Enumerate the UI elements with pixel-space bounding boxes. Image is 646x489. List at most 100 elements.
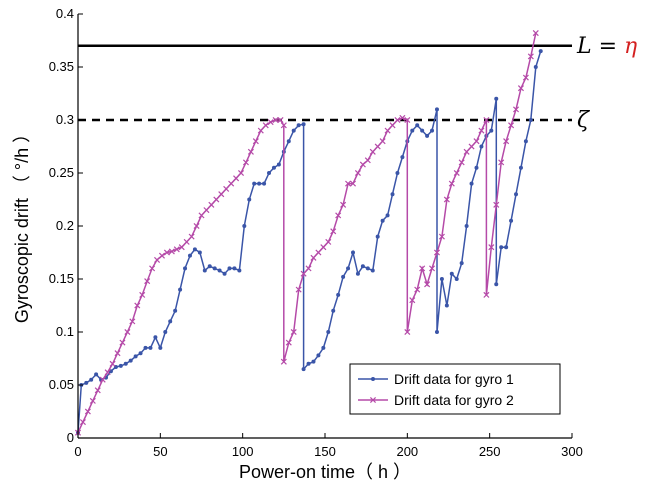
series-1-point: [316, 353, 321, 358]
series-1-point: [360, 264, 365, 269]
series-2-point: [109, 360, 116, 367]
series-1-point: [439, 277, 444, 281]
series-2-point: [237, 169, 245, 177]
series-1-point: [514, 192, 519, 197]
series-2-point: [359, 161, 366, 168]
series-2-point: [233, 175, 240, 182]
series-2-point: [158, 252, 166, 259]
series-2-point: [188, 233, 195, 240]
series-1-point: [291, 128, 296, 133]
series-1-point: [479, 144, 484, 149]
series-1-point: [133, 354, 138, 359]
series-2-point: [285, 339, 292, 346]
series-1-point: [415, 123, 420, 128]
series-2-point: [173, 246, 180, 253]
series-2-point: [404, 116, 411, 124]
series-1-point: [123, 361, 128, 366]
series-1-point: [262, 181, 267, 186]
series-1-point: [94, 372, 99, 377]
series-2-point: [149, 265, 156, 272]
x-tick-label: 200: [396, 444, 418, 459]
threshold-label-2: ζ: [577, 108, 591, 133]
series-1-point: [400, 155, 405, 160]
series-1-point: [168, 319, 173, 324]
series-1-point: [459, 261, 464, 266]
series-1-point: [178, 287, 183, 292]
axes: 0 50 100 150 200 250 300 0 0.05 0.1 0.15 0.2 0.25 0.3…: [49, 6, 583, 459]
series-1-point: [375, 234, 380, 239]
series-1: [76, 49, 543, 435]
legend-label: Drift data for gyro 1: [394, 371, 514, 387]
series-1-point: [494, 96, 499, 101]
series-2-point: [267, 119, 274, 126]
series-2-point: [433, 249, 440, 256]
series-2-point: [290, 328, 297, 336]
series-1-point: [395, 171, 400, 175]
series-1-point: [430, 128, 435, 133]
y-tick-label: 0.05: [49, 377, 74, 392]
series-1-point: [306, 361, 311, 366]
y-tick-label: 0.2: [56, 218, 74, 233]
series-2-point: [208, 201, 215, 208]
y-axis-label: Gyroscopic drift （ °/h ）: [12, 125, 32, 323]
series-2-point: [453, 169, 460, 177]
series-2-point: [134, 302, 141, 309]
series-2-point: [300, 270, 307, 277]
series-1-point: [227, 266, 232, 271]
y-tick-label: 0.3: [56, 112, 74, 127]
series-2-point: [483, 291, 490, 298]
series-1-point: [326, 330, 331, 334]
series-1-point: [187, 253, 192, 258]
series-1-point: [128, 358, 133, 363]
series-1-point: [533, 65, 538, 69]
series-2-point: [144, 278, 151, 285]
series-1-point: [410, 128, 415, 133]
series-1-point: [380, 218, 385, 223]
threshold-label-1: L = η: [576, 34, 637, 59]
x-tick-label: 100: [232, 444, 254, 459]
series-1-point: [355, 271, 360, 276]
x-tick-label: 50: [153, 444, 167, 459]
x-tick-label: 150: [314, 444, 336, 459]
series-2-point: [84, 408, 91, 415]
series-1-point: [192, 247, 197, 252]
series-1-point: [454, 277, 459, 281]
series-2-point: [379, 138, 386, 145]
series-1-point: [173, 308, 178, 313]
series-2-point: [295, 286, 302, 293]
series-2-point: [247, 148, 254, 155]
series-1-point: [444, 303, 449, 308]
series-2-point: [272, 116, 279, 124]
y-tick-label: 0.25: [49, 165, 74, 180]
series-1-point: [247, 197, 252, 202]
series-2-point: [154, 256, 161, 263]
series-2-point: [419, 265, 426, 272]
legend-entry-2: Drift data for gyro 2: [358, 392, 514, 408]
legend: Drift data for gyro 1 Drift data for gyro…: [349, 363, 561, 415]
series-1-point: [296, 123, 301, 128]
series-1-point: [118, 363, 123, 368]
series-2-point: [349, 180, 357, 187]
series-2-point: [114, 350, 121, 357]
series-1-point: [350, 250, 355, 255]
series-2: [74, 30, 539, 436]
series-1-point: [499, 245, 504, 250]
series-2-point: [335, 212, 342, 219]
series-1-point: [148, 345, 153, 350]
series-2-point: [104, 369, 111, 376]
series-2-point: [305, 265, 312, 272]
series-2-point: [532, 30, 539, 37]
series-1-point: [183, 266, 188, 271]
series-2-point: [503, 138, 510, 145]
series-2-point: [228, 180, 235, 187]
series-2-point: [119, 339, 126, 346]
series-2-point: [213, 196, 220, 203]
x-tick-label: 300: [561, 444, 583, 459]
y-tick-label: 0.4: [56, 6, 74, 21]
series-1-point: [469, 181, 474, 186]
series-1-point: [434, 330, 439, 334]
series-1-point: [504, 245, 509, 250]
series-2-point: [345, 180, 352, 187]
series-1-point: [257, 181, 262, 186]
